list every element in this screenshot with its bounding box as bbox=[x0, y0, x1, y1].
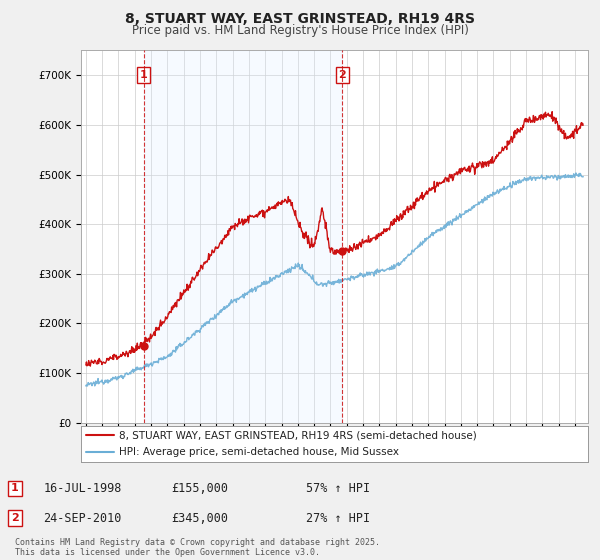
Text: Contains HM Land Registry data © Crown copyright and database right 2025.
This d: Contains HM Land Registry data © Crown c… bbox=[15, 538, 380, 557]
Text: 2: 2 bbox=[338, 70, 346, 80]
Text: £155,000: £155,000 bbox=[171, 482, 228, 495]
Bar bbox=[143, 50, 343, 423]
Text: £345,000: £345,000 bbox=[171, 511, 228, 525]
Text: HPI: Average price, semi-detached house, Mid Sussex: HPI: Average price, semi-detached house,… bbox=[119, 447, 399, 457]
Text: 27% ↑ HPI: 27% ↑ HPI bbox=[306, 511, 370, 525]
Text: 57% ↑ HPI: 57% ↑ HPI bbox=[306, 482, 370, 495]
Text: 8, STUART WAY, EAST GRINSTEAD, RH19 4RS: 8, STUART WAY, EAST GRINSTEAD, RH19 4RS bbox=[125, 12, 475, 26]
Text: 1: 1 bbox=[11, 483, 19, 493]
Text: 16-JUL-1998: 16-JUL-1998 bbox=[43, 482, 122, 495]
Text: 1: 1 bbox=[140, 70, 148, 80]
Text: 24-SEP-2010: 24-SEP-2010 bbox=[43, 511, 122, 525]
Text: 2: 2 bbox=[11, 513, 19, 523]
Text: Price paid vs. HM Land Registry's House Price Index (HPI): Price paid vs. HM Land Registry's House … bbox=[131, 24, 469, 36]
Text: 8, STUART WAY, EAST GRINSTEAD, RH19 4RS (semi-detached house): 8, STUART WAY, EAST GRINSTEAD, RH19 4RS … bbox=[119, 431, 477, 440]
